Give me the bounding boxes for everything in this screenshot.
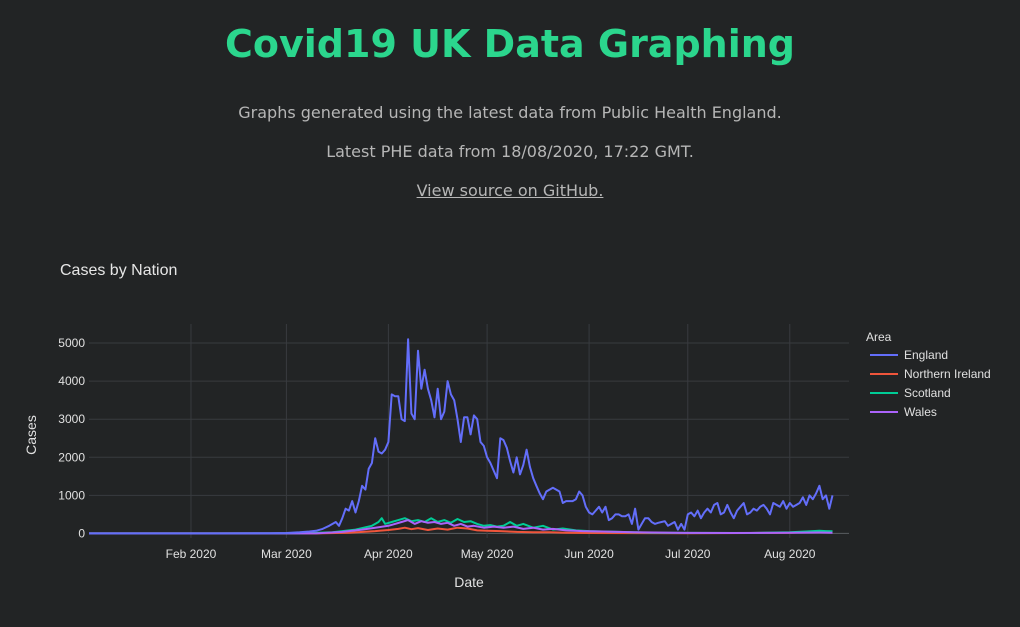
data-updated-text: Latest PHE data from 18/08/2020, 17:22 G… (326, 142, 694, 161)
legend-item-label[interactable]: Wales (904, 405, 937, 419)
y-tick-label: 4000 (58, 374, 85, 388)
page-subtitle: Graphs generated using the latest data f… (238, 103, 782, 122)
y-axis-ticks: 0 1000 2000 3000 4000 5000 (58, 336, 85, 540)
x-tick-label: Feb 2020 (166, 547, 217, 561)
series-line-scotland (89, 517, 833, 535)
x-tick-label: Jul 2020 (665, 547, 711, 561)
x-tick-label: May 2020 (461, 547, 514, 561)
x-tick-label: Jun 2020 (564, 547, 614, 561)
y-tick-label: 5000 (58, 336, 85, 350)
legend-item-label[interactable]: Scotland (904, 386, 951, 400)
y-tick-label: 2000 (58, 450, 85, 464)
x-tick-label: Apr 2020 (364, 547, 413, 561)
series-line-wales (89, 519, 833, 535)
legend: Area England Northern Ireland Scotland Wale… (866, 330, 991, 419)
y-axis-label: Cases (23, 415, 39, 455)
x-axis-label: Date (454, 574, 484, 590)
x-tick-label: Mar 2020 (261, 547, 312, 561)
chart-title: Cases by Nation (60, 262, 177, 279)
page-title: Covid19 UK Data Graphing (225, 22, 795, 66)
x-axis-ticks: Feb 2020 Mar 2020 Apr 2020 May 2020 Jun 2020… (166, 547, 816, 561)
y-tick-label: 3000 (58, 412, 85, 426)
y-tick-label: 1000 (58, 488, 85, 502)
y-tick-label: 0 (78, 526, 85, 540)
grid-lines (89, 324, 849, 538)
legend-item-label[interactable]: England (904, 348, 948, 362)
legend-title: Area (866, 330, 892, 344)
legend-item-label[interactable]: Northern Ireland (904, 367, 991, 381)
series-line-england (89, 338, 834, 535)
series-lines (89, 338, 834, 535)
x-tick-label: Aug 2020 (764, 547, 816, 561)
github-source-link[interactable]: View source on GitHub. (416, 181, 604, 200)
